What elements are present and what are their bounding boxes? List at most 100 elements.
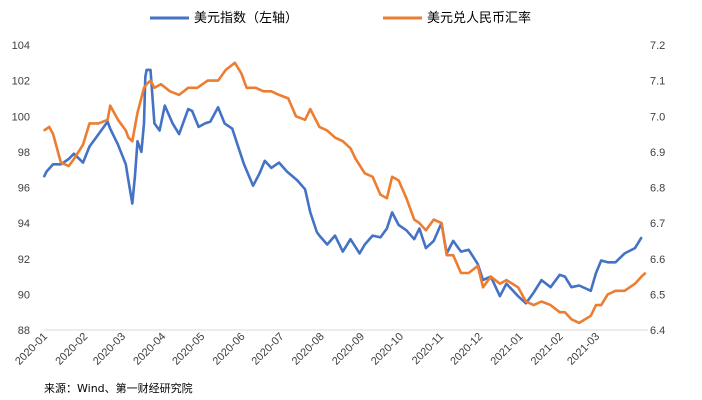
data-point [445, 254, 448, 256]
data-point [606, 293, 609, 296]
data-point [432, 218, 435, 221]
data-point [540, 300, 543, 303]
data-point [432, 240, 435, 242]
data-point [245, 87, 248, 89]
data-point [109, 104, 111, 107]
data-point [482, 286, 484, 289]
data-point [532, 291, 535, 294]
data-point [45, 170, 48, 173]
data-point [405, 229, 408, 232]
data-point [570, 318, 573, 321]
y-left-tick-label: 96 [18, 183, 30, 195]
data-point [270, 90, 273, 93]
data-point [67, 158, 70, 160]
data-point [640, 236, 643, 239]
data-point [73, 152, 75, 155]
y-right-tick-label: 6.5 [650, 289, 665, 301]
data-point [578, 322, 580, 324]
data-point [287, 97, 290, 100]
data-point [349, 147, 352, 150]
data-point [296, 179, 299, 182]
x-tick-label: 2020-11 [410, 331, 446, 367]
data-point [278, 161, 280, 164]
data-point [413, 218, 416, 221]
data-point [499, 295, 501, 298]
x-tick-label: 2021-01 [488, 331, 525, 368]
data-point [278, 94, 280, 96]
data-point [318, 126, 321, 128]
data-point [386, 227, 388, 230]
data-point [644, 272, 647, 274]
x-tick-label: 2021-02 [529, 331, 566, 368]
data-point [295, 115, 297, 118]
y-left-tick-label: 98 [18, 147, 30, 159]
data-point [109, 127, 111, 130]
y-right-tick-label: 7.0 [650, 111, 665, 123]
data-point [43, 176, 45, 178]
data-point [117, 119, 119, 121]
data-point [136, 111, 139, 114]
data-point [452, 240, 455, 242]
data-point [136, 140, 139, 142]
data-point [634, 247, 636, 249]
data-point [52, 163, 54, 166]
data-point [131, 202, 134, 205]
x-tick-label: 2020-08 [290, 331, 327, 368]
data-point [590, 290, 592, 292]
data-point [634, 282, 636, 285]
data-point [286, 170, 288, 173]
data-point [405, 197, 408, 199]
data-point [467, 272, 470, 274]
x-tick-label: 2020-06 [211, 331, 248, 368]
data-point [206, 79, 209, 82]
data-point [144, 76, 147, 78]
data-point [505, 282, 508, 285]
x-tick-label: 2020-09 [330, 331, 367, 368]
y-left-tick-label: 100 [12, 111, 30, 123]
data-point [264, 160, 266, 162]
data-point [178, 94, 180, 96]
data-point [440, 222, 443, 224]
data-point [125, 129, 127, 132]
data-point [127, 136, 130, 139]
x-tick-label: 2020-02 [53, 331, 90, 368]
data-point [217, 106, 219, 109]
data-point [209, 120, 212, 123]
data-point [614, 261, 617, 264]
data-point [525, 300, 527, 303]
data-point [334, 136, 336, 139]
data-point [499, 282, 501, 285]
data-point [82, 144, 84, 146]
data-point [140, 151, 143, 153]
data-point [178, 133, 180, 135]
data-point [60, 161, 62, 164]
source-note: 来源：Wind、第一财经研究院 [44, 382, 193, 395]
y-right-tick-label: 6.4 [650, 325, 665, 337]
data-point [82, 161, 84, 164]
data-point [595, 272, 597, 274]
data-point [169, 90, 171, 93]
series-line-usd-index [42, 68, 643, 305]
data-point [236, 143, 239, 146]
data-point [254, 87, 257, 89]
data-point [425, 247, 427, 249]
data-point [397, 179, 400, 182]
x-tick-label: 2020-10 [369, 331, 406, 368]
data-point [223, 122, 226, 125]
data-point [614, 290, 617, 292]
data-point [43, 129, 45, 132]
data-point [623, 290, 626, 292]
data-point [349, 238, 352, 240]
data-point [460, 250, 462, 253]
y-right-tick-label: 6.7 [650, 218, 665, 230]
data-point [623, 252, 626, 255]
data-point [326, 243, 329, 246]
data-point [191, 110, 193, 112]
data-point [225, 69, 227, 71]
data-point [595, 304, 597, 306]
data-point [460, 272, 462, 274]
data-point [413, 238, 416, 240]
data-point [217, 79, 219, 82]
data-point [97, 133, 100, 135]
data-point [505, 279, 508, 281]
